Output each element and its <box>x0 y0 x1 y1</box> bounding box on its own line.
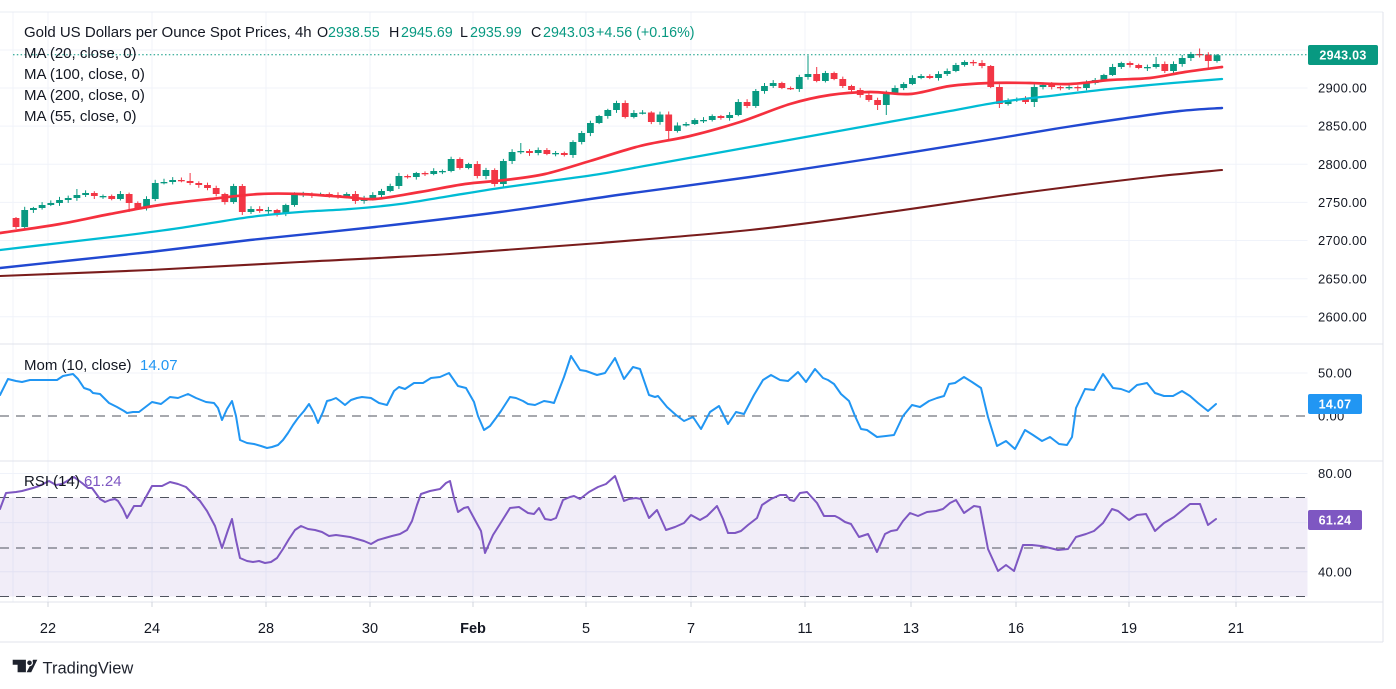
svg-text:24: 24 <box>144 621 160 637</box>
svg-text:MA (20, close, 0): MA (20, close, 0) <box>24 45 137 62</box>
svg-text:MA (55, close, 0): MA (55, close, 0) <box>24 108 137 125</box>
svg-text:Mom (10, close): Mom (10, close) <box>24 357 132 374</box>
svg-text:MA (100, close, 0): MA (100, close, 0) <box>24 66 145 83</box>
svg-text:2650.00: 2650.00 <box>1318 271 1367 286</box>
svg-text:L: L <box>460 25 468 41</box>
svg-text:2900.00: 2900.00 <box>1318 81 1367 96</box>
svg-text:Gold US Dollars per Ounce Spot: Gold US Dollars per Ounce Spot Prices, 4… <box>24 24 312 41</box>
svg-text:RSI (14): RSI (14) <box>24 473 80 490</box>
svg-text:TradingView: TradingView <box>43 660 134 678</box>
svg-text:2935.99: 2935.99 <box>470 25 522 41</box>
svg-text:7: 7 <box>687 621 695 637</box>
svg-text:30: 30 <box>362 621 378 637</box>
svg-text:14.07: 14.07 <box>1319 398 1352 412</box>
svg-text:2938.55: 2938.55 <box>328 25 380 41</box>
svg-text:19: 19 <box>1121 621 1137 637</box>
svg-text:40.00: 40.00 <box>1318 564 1352 579</box>
svg-text:61.24: 61.24 <box>84 473 122 490</box>
svg-text:H: H <box>389 25 399 41</box>
svg-text:50.00: 50.00 <box>1318 366 1352 381</box>
svg-text:11: 11 <box>797 621 812 637</box>
svg-text:2750.00: 2750.00 <box>1318 195 1367 210</box>
svg-text:2700.00: 2700.00 <box>1318 233 1367 248</box>
svg-text:Feb: Feb <box>460 621 486 637</box>
svg-text:2945.69: 2945.69 <box>401 25 453 41</box>
svg-text:16: 16 <box>1008 621 1024 637</box>
svg-text:2850.00: 2850.00 <box>1318 119 1367 134</box>
svg-text:2943.03: 2943.03 <box>543 25 595 41</box>
svg-text:13: 13 <box>903 621 919 637</box>
svg-text:2943.03: 2943.03 <box>1319 49 1366 63</box>
svg-text:MA (200, close, 0): MA (200, close, 0) <box>24 87 145 104</box>
svg-text:61.24: 61.24 <box>1319 514 1352 528</box>
svg-text:C: C <box>531 25 541 41</box>
svg-text:+4.56 (+0.16%): +4.56 (+0.16%) <box>596 25 695 41</box>
svg-text:2600.00: 2600.00 <box>1318 309 1367 324</box>
svg-text:O: O <box>317 25 328 41</box>
svg-text:22: 22 <box>40 621 56 637</box>
svg-text:14.07: 14.07 <box>140 357 178 374</box>
svg-text:21: 21 <box>1228 621 1244 637</box>
svg-text:5: 5 <box>582 621 590 637</box>
svg-text:80.00: 80.00 <box>1318 466 1352 481</box>
svg-text:28: 28 <box>258 621 274 637</box>
svg-text:2800.00: 2800.00 <box>1318 157 1367 172</box>
